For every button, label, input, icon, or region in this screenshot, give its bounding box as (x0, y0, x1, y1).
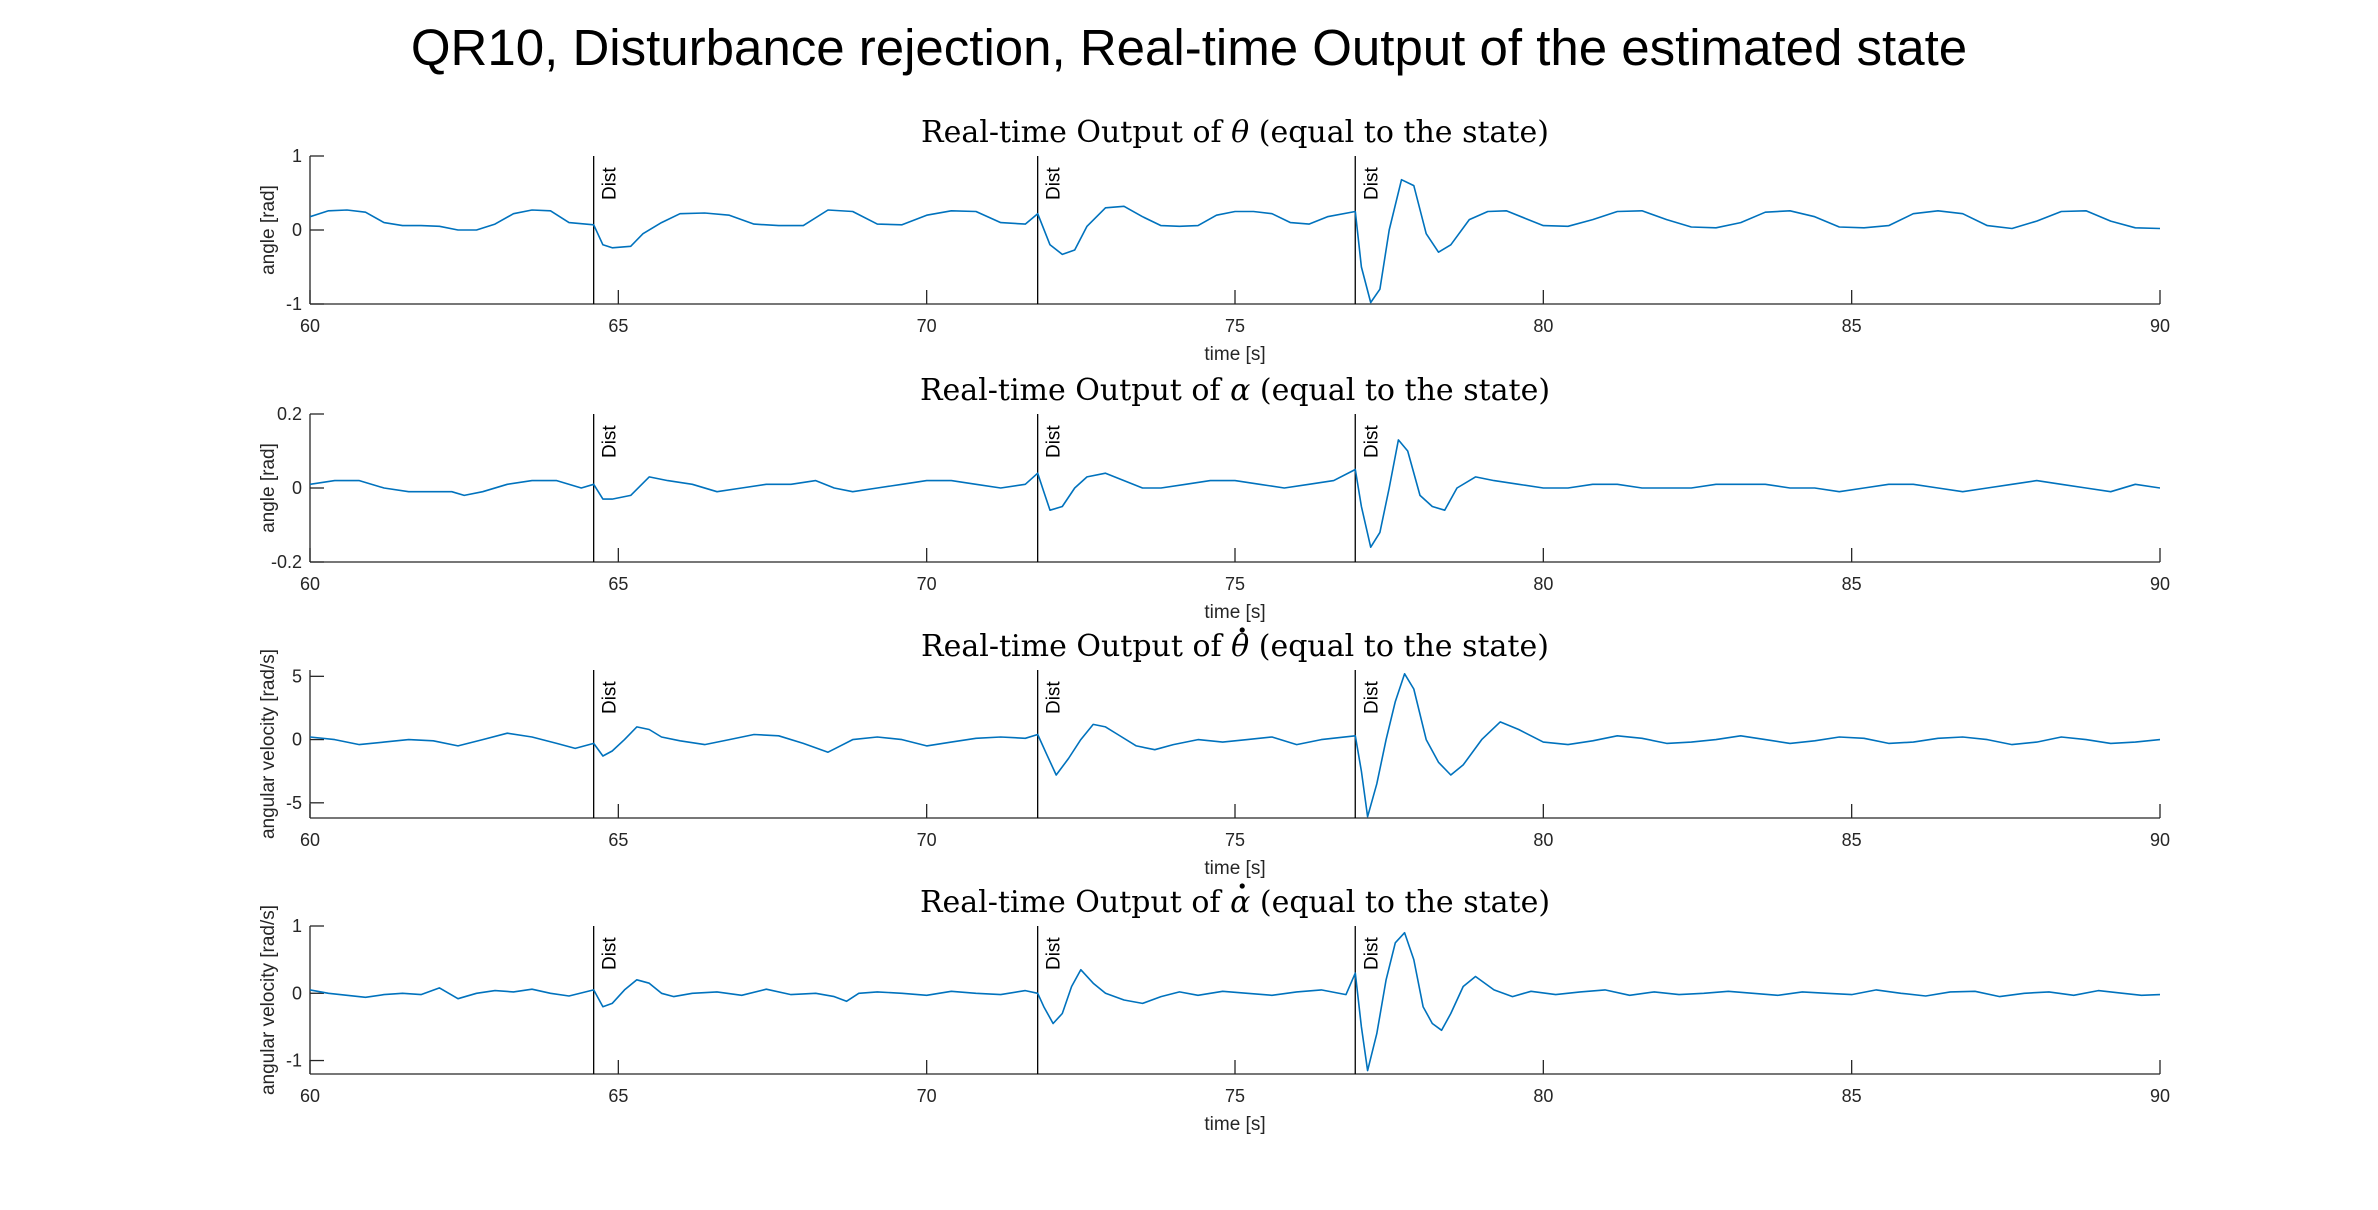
y-tick-label: 1 (292, 146, 302, 166)
x-tick-label: 70 (917, 830, 937, 850)
y-tick-label: 0.2 (277, 404, 302, 424)
subplot-title-suffix: (equal to the state) (1250, 885, 1550, 920)
x-tick-label: 80 (1533, 316, 1553, 336)
x-tick-label: 75 (1225, 316, 1245, 336)
x-tick-label: 85 (1842, 830, 1862, 850)
x-tick-label: 85 (1842, 316, 1862, 336)
x-tick-label: 60 (300, 1086, 320, 1106)
dist-marker-label: Dist (1361, 937, 1382, 970)
dist-marker-label: Dist (1044, 937, 1065, 970)
x-tick-label: 80 (1533, 574, 1553, 594)
y-axis-label: angular velocity [rad/s] (258, 905, 279, 1095)
x-tick-label: 75 (1225, 1086, 1245, 1106)
x-axis-label: time [s] (1204, 344, 1265, 365)
y-tick-label: -1 (286, 294, 302, 314)
subplot-title-symbol: θ (1231, 629, 1249, 664)
data-series-line (310, 439, 2160, 549)
subplot-title-prefix: Real-time Output of (920, 885, 1230, 920)
x-tick-label: 90 (2150, 574, 2170, 594)
subplot-title-symbol: α (1230, 885, 1250, 920)
dist-marker-label: Dist (1044, 425, 1065, 458)
y-tick-label: 0 (292, 730, 302, 750)
y-tick-label: -0.2 (271, 552, 302, 572)
x-tick-label: 60 (300, 574, 320, 594)
dist-marker-label: Dist (1044, 681, 1065, 714)
y-axis-label: angular velocity [rad/s] (258, 649, 279, 839)
subplot-3: 60 65 70 75 80 85 90 -5 0 5 time [s] angular veloci… (258, 627, 2170, 879)
y-tick-label: 0 (292, 220, 302, 240)
x-tick-label: 90 (2150, 1086, 2170, 1106)
x-tick-label: 65 (608, 1086, 628, 1106)
dist-marker-label: Dist (600, 681, 621, 714)
x-axis-label: time [s] (1204, 1114, 1265, 1135)
subplot-4: 60 65 70 75 80 85 90 -1 0 1 time [s] angular veloci… (258, 883, 2170, 1135)
x-axis-label: time [s] (1204, 858, 1265, 879)
subplot-title-prefix: Real-time Output of (920, 373, 1230, 408)
dist-marker-label: Dist (600, 167, 621, 200)
x-tick-label: 80 (1533, 830, 1553, 850)
x-tick-label: 65 (608, 316, 628, 336)
subplot-title: Real-time Output of θ (equal to the stat… (921, 629, 1549, 664)
subplot-title: Real-time Output of α (equal to the stat… (920, 373, 1550, 408)
subplot-title-prefix: Real-time Output of (921, 629, 1231, 664)
x-tick-label: 65 (608, 574, 628, 594)
derivative-dot (1239, 627, 1245, 633)
y-tick-label: 0 (292, 983, 302, 1003)
dist-marker-label: Dist (1361, 167, 1382, 200)
data-series-line (310, 931, 2160, 1072)
dist-marker-label: Dist (600, 937, 621, 970)
y-tick-label: 1 (292, 916, 302, 936)
x-axis-label: time [s] (1204, 602, 1265, 623)
dist-marker-label: Dist (1044, 167, 1065, 200)
subplot-title-suffix: (equal to the state) (1249, 115, 1549, 150)
figure-title: QR10, Disturbance rejection, Real-time O… (410, 19, 1968, 76)
data-series-line (310, 672, 2160, 818)
subplot-title-symbol: α (1230, 373, 1250, 408)
x-tick-label: 90 (2150, 830, 2170, 850)
subplot-title-suffix: (equal to the state) (1249, 629, 1549, 664)
x-tick-label: 60 (300, 316, 320, 336)
subplot-1: 60 65 70 75 80 85 90 -1 0 1 time [s] angle [rad] Rea… (258, 115, 2170, 365)
x-tick-label: 85 (1842, 574, 1862, 594)
subplot-title: Real-time Output of α (equal to the stat… (920, 885, 1550, 920)
data-series-line (310, 178, 2160, 304)
derivative-dot (1239, 883, 1245, 889)
dist-marker-label: Dist (1361, 425, 1382, 458)
y-tick-label: -1 (286, 1051, 302, 1071)
y-tick-label: 5 (292, 666, 302, 686)
y-axis-label: angle [rad] (258, 443, 279, 533)
subplot-title-prefix: Real-time Output of (921, 115, 1231, 150)
x-tick-label: 85 (1842, 1086, 1862, 1106)
y-tick-label: 0 (292, 478, 302, 498)
subplot-title-suffix: (equal to the state) (1250, 373, 1550, 408)
x-tick-label: 70 (917, 1086, 937, 1106)
x-tick-label: 70 (917, 316, 937, 336)
subplot-title-symbol: θ (1231, 115, 1249, 150)
x-tick-label: 65 (608, 830, 628, 850)
dist-marker-label: Dist (600, 425, 621, 458)
subplot-2: 60 65 70 75 80 85 90 -0.2 0 0.2 time [s] angle [rad… (258, 373, 2170, 623)
x-tick-label: 75 (1225, 574, 1245, 594)
x-tick-label: 75 (1225, 830, 1245, 850)
x-tick-label: 70 (917, 574, 937, 594)
x-tick-label: 80 (1533, 1086, 1553, 1106)
subplot-title: Real-time Output of θ (equal to the stat… (921, 115, 1549, 150)
dist-marker-label: Dist (1361, 681, 1382, 714)
x-tick-label: 60 (300, 830, 320, 850)
y-tick-label: -5 (286, 793, 302, 813)
x-tick-label: 90 (2150, 316, 2170, 336)
y-axis-label: angle [rad] (258, 185, 279, 275)
